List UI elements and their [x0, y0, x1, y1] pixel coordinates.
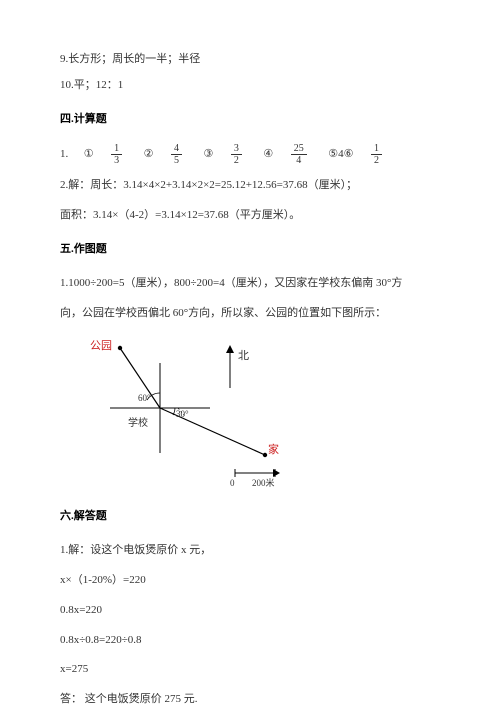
question-9: 9.长方形；周长的一半；半径: [60, 50, 440, 70]
question-10: 10.平；12：1: [60, 76, 440, 96]
ans1-line-4: x=275: [60, 660, 440, 680]
label-park: 公园: [90, 337, 112, 357]
item-3-num: ③: [204, 145, 214, 165]
calc-problem-1: 1. ① 13 ② 45 ③ 32 ④ 254 ⑤4⑥ 12: [60, 143, 440, 166]
ans1-line-0: 1.解：设这个电饭煲原价 x 元，: [60, 541, 440, 561]
label-north: 北: [238, 347, 249, 367]
frac-56: 12: [371, 143, 382, 166]
section-4-heading: 四.计算题: [60, 110, 440, 130]
section-5-heading: 五.作图题: [60, 240, 440, 260]
scale-200: 200米: [252, 475, 275, 491]
map-diagram: 公园 北 学校 60° 30° 家 0 200米: [90, 333, 310, 493]
item-2-num: ②: [144, 145, 154, 165]
ans1-line-3: 0.8x÷0.8=220÷0.8: [60, 631, 440, 651]
section-6-heading: 六.解答题: [60, 507, 440, 527]
label-school: 学校: [128, 415, 148, 433]
frac-4: 254: [291, 143, 307, 166]
ans1-line-1: x×（1-20%）=220: [60, 571, 440, 591]
item-4-num: ④: [263, 145, 273, 165]
label-30: 30°: [176, 406, 189, 422]
frac-2: 45: [171, 143, 182, 166]
calc-problem-2a: 2.解：周长：3.14×4×2+3.14×2×2=25.12+12.56=37.…: [60, 176, 440, 196]
item-56-num: ⑤4⑥: [328, 145, 353, 165]
label-60: 60°: [138, 390, 151, 406]
ans1-line-2: 0.8x=220: [60, 601, 440, 621]
calc1-prefix: 1.: [60, 148, 68, 160]
frac-1: 13: [111, 143, 122, 166]
frac-3: 32: [231, 143, 242, 166]
draw-problem-1b: 向，公园在学校西偏北 60°方向，所以家、公园的位置如下图所示：: [60, 304, 440, 324]
draw-problem-1a: 1.1000÷200=5（厘米），800÷200=4（厘米），又因家在学校东偏南…: [60, 274, 440, 294]
calc-problem-2b: 面积：3.14×（4-2）=3.14×12=37.68（平方厘米）。: [60, 206, 440, 226]
label-home: 家: [268, 441, 279, 461]
item-1-num: ①: [84, 145, 94, 165]
scale-0: 0: [230, 475, 235, 491]
